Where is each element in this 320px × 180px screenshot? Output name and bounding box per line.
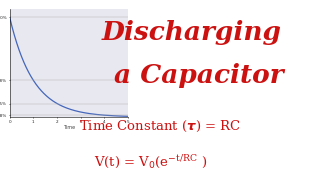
Text: a Capacitor: a Capacitor: [114, 63, 283, 88]
Text: V(t) = V$_0$(e$^{\mathregular{-t/RC}}$ ): V(t) = V$_0$(e$^{\mathregular{-t/RC}}$ ): [94, 153, 207, 171]
Text: Discharging: Discharging: [102, 20, 282, 45]
Text: Time Constant ($\boldsymbol{\tau}$) = RC: Time Constant ($\boldsymbol{\tau}$) = RC: [79, 118, 241, 134]
X-axis label: Time: Time: [63, 125, 75, 130]
